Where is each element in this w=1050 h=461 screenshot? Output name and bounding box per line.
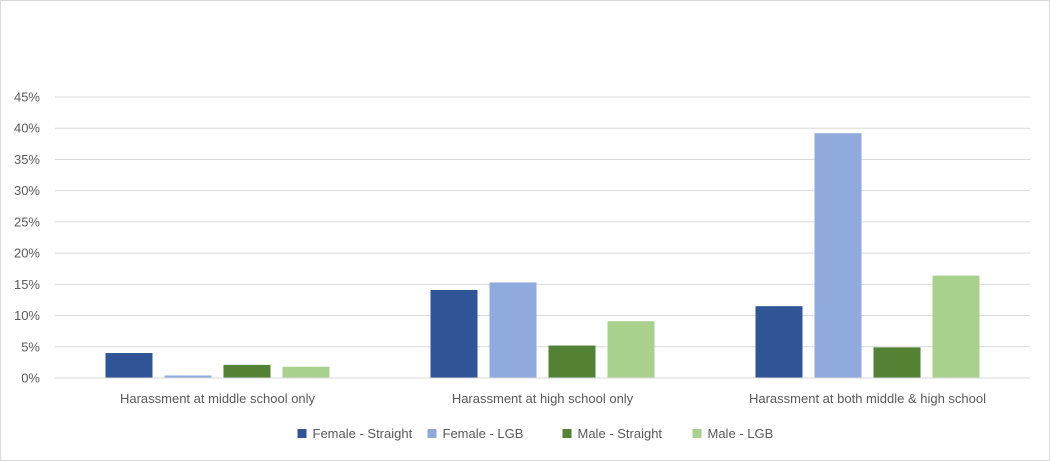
y-tick-label: 35% (14, 152, 40, 167)
y-tick-label: 15% (14, 277, 40, 292)
y-axis-ticks: 0% 5% 10% 15% 20% 25% 30% 35% 40% 45% (14, 90, 40, 386)
y-tick-label: 10% (14, 308, 40, 323)
y-tick-label: 0% (21, 371, 40, 386)
category-label: Harassment at both middle & high school (749, 391, 986, 406)
bar-male-straight (873, 347, 921, 378)
legend-label: Female - LGB (443, 426, 524, 441)
y-tick-label: 20% (14, 246, 40, 261)
bar-male-lgb (282, 366, 330, 378)
legend-swatch (297, 429, 307, 438)
bar-female-lgb (489, 282, 537, 378)
legend-item: Female - Straight (297, 426, 413, 441)
legend-swatch (427, 429, 437, 438)
bar-female-straight (105, 353, 153, 378)
legend-item: Male - Straight (562, 426, 663, 441)
y-tick-label: 25% (14, 214, 40, 229)
bar-female-lgb (164, 375, 212, 378)
category-labels: Harassment at middle school only Harassme… (120, 391, 986, 406)
bars (105, 133, 980, 378)
bar-female-straight (430, 289, 478, 378)
legend-item: Female - LGB (427, 426, 524, 441)
legend-swatch (692, 429, 702, 438)
legend: Female - Straight Female - LGB Male - Stra… (297, 426, 774, 441)
gridlines (55, 96, 1030, 348)
y-tick-label: 5% (21, 339, 40, 354)
legend-label: Female - Straight (313, 426, 413, 441)
bar-female-straight (755, 306, 803, 378)
bar-female-lgb (814, 133, 862, 378)
bar-male-straight (223, 364, 271, 378)
y-tick-label: 30% (14, 183, 40, 198)
category-label: Harassment at high school only (452, 391, 634, 406)
legend-label: Male - LGB (708, 426, 774, 441)
bar-male-straight (548, 345, 596, 378)
legend-item: Male - LGB (692, 426, 774, 441)
y-tick-label: 40% (14, 121, 40, 136)
category-label: Harassment at middle school only (120, 391, 316, 406)
legend-label: Male - Straight (578, 426, 663, 441)
legend-swatch (562, 429, 572, 438)
bar-male-lgb (607, 321, 655, 378)
bar-male-lgb (932, 275, 980, 378)
y-tick-label: 45% (14, 90, 40, 105)
